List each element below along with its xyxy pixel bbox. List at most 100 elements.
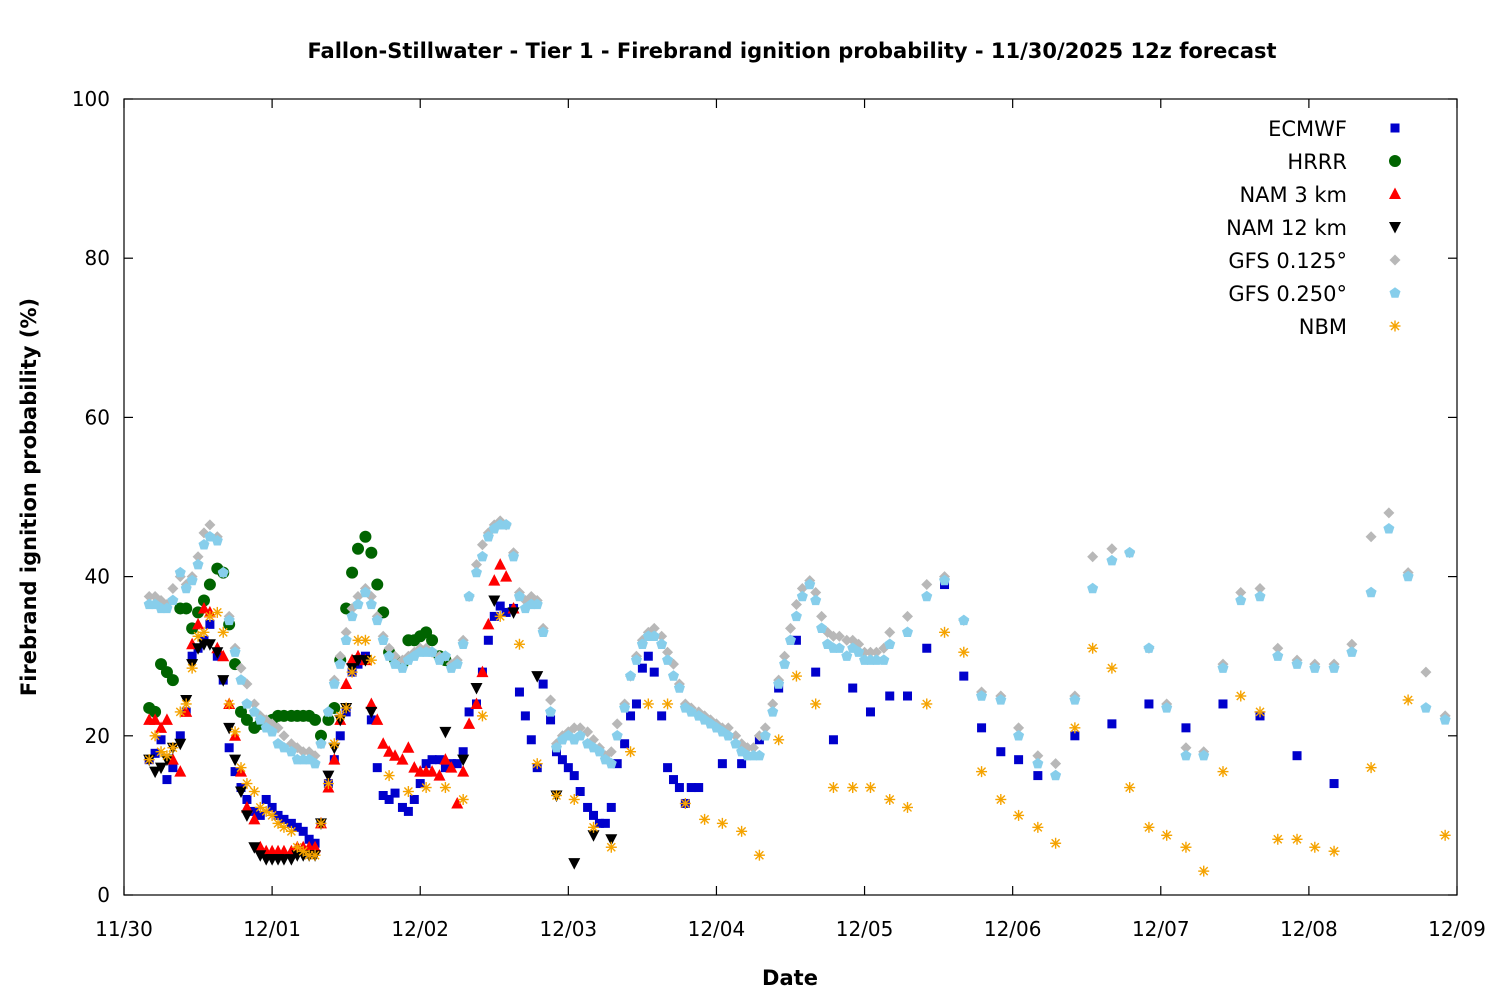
data-point-gfs-0-250 [1272,650,1284,661]
series-nbm [143,606,1451,877]
legend: ECMWF HRRR NAM 3 km NAM 12 km GFS 0.125° GFS … [1226,117,1401,339]
data-point-nbm [827,782,839,794]
data-point-nbm [297,845,309,857]
data-point-nbm [211,606,223,618]
data-point-nam-3-km [174,765,187,777]
data-point-gfs-0-125 [767,698,779,710]
data-point-gfs-0-125 [352,591,364,602]
y-axis: 0 20 40 60 80 100 [72,87,1457,907]
data-point-gfs-0-250 [537,626,549,638]
data-point-nbm [699,813,711,825]
legend-label: HRRR [1287,150,1347,174]
data-point-gfs-0-250 [167,594,179,606]
data-point-gfs-0-125 [204,519,216,531]
data-point-gfs-0-125 [870,646,882,658]
data-point-gfs-0-250 [1124,546,1136,558]
legend-label: ECMWF [1268,117,1347,141]
data-point-hrrr [240,713,253,726]
data-point-ecmwf [292,822,302,832]
data-point-nbm [1032,821,1044,833]
data-point-ecmwf [520,711,530,721]
data-point-nbm [149,730,161,742]
data-point-ecmwf [514,687,524,697]
data-point-gfs-0-250 [457,638,469,649]
legend-marker [1389,320,1401,332]
data-point-gfs-0-125 [779,650,791,662]
data-point-gfs-0-250 [870,654,882,665]
data-point-ecmwf [828,735,838,745]
data-point-ecmwf [162,775,172,785]
data-point-gfs-0-250 [574,730,586,741]
data-point-gfs-0-250 [192,558,204,570]
y-tick-label: 20 [85,724,110,748]
data-point-ecmwf [501,607,511,617]
series-ecmwf [144,580,1339,848]
data-point-nbm [1254,706,1266,718]
data-point-nbm [1106,662,1118,674]
data-point-gfs-0-250 [1402,570,1414,582]
data-point-gfs-0-125 [662,646,674,658]
data-point-ecmwf [538,679,548,689]
data-point-gfs-0-250 [1050,769,1062,781]
data-point-gfs-0-250 [1235,594,1247,606]
data-point-nbm [588,821,600,833]
data-point-nbm [254,801,266,813]
data-point-gfs-0-250 [235,674,247,685]
data-point-ecmwf [643,651,653,661]
data-point-ecmwf [612,759,622,769]
data-point-gfs-0-125 [568,722,580,734]
data-point-gfs-0-250 [804,578,816,590]
data-point-nam-12-km [174,738,187,751]
data-point-ecmwf [366,715,376,725]
data-point-nam-12-km [285,854,298,866]
data-point-gfs-0-125 [790,598,802,610]
data-point-nbm [476,710,488,722]
data-point-nam-3-km [482,617,495,630]
data-point-nbm [322,778,334,790]
data-point-ecmwf [575,787,585,797]
data-point-nbm [1272,833,1284,845]
data-point-nam-3-km [494,558,507,570]
data-point-nbm [457,793,469,805]
data-point-nbm [334,710,346,722]
data-point-nam-12-km [217,675,230,687]
data-point-hrrr [149,705,162,718]
data-point-nbm [939,626,951,638]
data-point-nam-12-km [254,850,267,862]
data-point-nam-3-km [149,713,162,725]
x-tick-label: 12/06 [984,917,1042,941]
data-point-gfs-0-125 [1254,583,1266,595]
data-point-gfs-0-125 [747,742,759,754]
data-point-nbm [260,805,272,817]
data-point-ecmwf [526,735,536,745]
data-point-nbm [266,809,278,821]
data-point-hrrr [340,602,353,615]
data-point-gfs-0-250 [377,634,389,645]
data-point-nam-12-km [235,786,248,799]
data-point-nbm [625,746,637,758]
legend-marker [1390,123,1400,133]
data-point-nbm [605,841,617,853]
data-point-ecmwf [631,699,641,709]
data-point-nbm [790,670,802,682]
data-point-gfs-0-250 [531,598,543,610]
data-point-nbm [810,698,822,710]
data-point-nam-3-km [426,765,439,777]
data-point-ecmwf [737,759,747,769]
data-point-gfs-0-125 [759,722,771,734]
x-tick-label: 12/08 [1280,917,1338,941]
data-point-gfs-0-250 [648,630,660,641]
data-point-nam-3-km [309,840,322,853]
y-tick-label: 0 [97,883,110,907]
data-point-gfs-0-250 [662,654,674,665]
data-point-nbm [1328,845,1340,857]
data-point-nbm [439,782,451,794]
data-point-gfs-0-125 [1180,742,1192,754]
y-tick-label: 40 [85,565,110,589]
data-point-gfs-0-250 [198,538,210,550]
data-point-nbm [995,793,1007,805]
x-tick-label: 12/03 [540,917,598,941]
data-point-gfs-0-250 [630,654,642,665]
data-point-gfs-0-250 [229,646,241,657]
